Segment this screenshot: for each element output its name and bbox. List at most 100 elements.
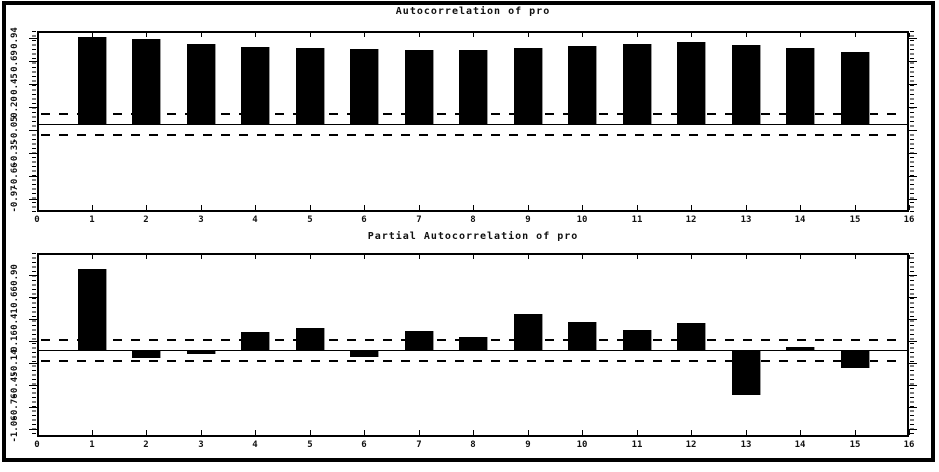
- acf-x-tick-bottom: [37, 205, 38, 210]
- acf-y-major-tick-left: [29, 176, 37, 177]
- pacf-x-tick-bottom: [255, 430, 256, 435]
- pacf-y-major-tick-right: [909, 275, 917, 276]
- acf-bar-lag-10: [568, 46, 596, 124]
- pacf-x-tick-label: 9: [525, 440, 531, 450]
- pacf-y-major-tick-left: [29, 429, 37, 430]
- acf-bar-lag-1: [78, 37, 106, 124]
- acf-y-tick-label: 0.20: [10, 96, 20, 118]
- acf-x-tick-bottom: [637, 205, 638, 210]
- pacf-y-major-tick-left: [29, 385, 37, 386]
- pacf-y-major-tick-left: [29, 297, 37, 298]
- pacf-plot-frame: [37, 253, 909, 437]
- pacf-y-major-tick-left: [29, 275, 37, 276]
- pacf-x-tick-label: 12: [685, 440, 697, 450]
- pacf-y-axis-minor-ticks-right: [910, 253, 914, 437]
- acf-x-tick-bottom: [855, 205, 856, 210]
- acf-x-tick-bottom: [746, 205, 747, 210]
- pacf-x-tick-label: 8: [470, 440, 476, 450]
- acf-x-tick-label: 13: [740, 215, 752, 225]
- acf-y-tick-label: -0.97: [10, 185, 20, 213]
- acf-y-major-tick-right: [909, 176, 917, 177]
- acf-x-tick-top: [92, 33, 93, 37]
- acf-y-major-tick-left: [29, 199, 37, 200]
- acf-x-tick-top: [528, 33, 529, 37]
- acf-x-tick-label: 12: [685, 215, 697, 225]
- pacf-x-tick-label: 0: [34, 440, 40, 450]
- pacf-y-axis-minor-ticks-left: [32, 253, 36, 437]
- pacf-y-tick-label: -1.06: [10, 415, 20, 443]
- acf-x-tick-bottom: [92, 205, 93, 210]
- pacf-x-tick-top: [146, 255, 147, 259]
- pacf-x-tick-top: [691, 255, 692, 259]
- pacf-x-tick-bottom: [582, 430, 583, 435]
- pacf-y-major-tick-right: [909, 429, 917, 430]
- pacf-bar-lag-3: [187, 351, 215, 354]
- pacf-x-tick-top: [582, 255, 583, 259]
- pacf-bar-lag-11: [623, 330, 651, 350]
- pacf-bar-lag-1: [78, 269, 106, 350]
- pacf-y-major-tick-left: [29, 407, 37, 408]
- pacf-x-tick-bottom: [528, 430, 529, 435]
- acf-x-tick-top: [582, 33, 583, 37]
- pacf-x-tick-bottom: [310, 430, 311, 435]
- acf-x-tick-top: [201, 33, 202, 37]
- acf-y-major-tick-right: [909, 130, 917, 131]
- pacf-x-tick-bottom: [146, 430, 147, 435]
- acf-x-tick-label: 7: [416, 215, 422, 225]
- pacf-x-tick-top: [800, 255, 801, 259]
- acf-y-major-tick-left: [29, 84, 37, 85]
- acf-x-tick-label: 0: [34, 215, 40, 225]
- acf-bar-lag-6: [350, 49, 378, 124]
- pacf-y-major-tick-right: [909, 319, 917, 320]
- pacf-x-tick-label: 13: [740, 440, 752, 450]
- pacf-x-tick-bottom: [37, 430, 38, 435]
- acf-y-major-tick-left: [29, 153, 37, 154]
- pacf-x-tick-top: [746, 255, 747, 259]
- acf-x-tick-label: 3: [198, 215, 204, 225]
- pacf-x-tick-label: 5: [307, 440, 313, 450]
- acf-x-tick-bottom: [201, 205, 202, 210]
- pacf-x-tick-top: [255, 255, 256, 259]
- pacf-bar-lag-4: [241, 332, 269, 350]
- acf-x-tick-label: 9: [525, 215, 531, 225]
- acf-x-tick-top: [909, 33, 910, 37]
- acf-y-major-tick-left: [29, 107, 37, 108]
- acf-y-major-tick-right: [909, 84, 917, 85]
- outer-border: [2, 1, 935, 462]
- acf-x-tick-bottom: [528, 205, 529, 210]
- acf-x-tick-label: 6: [361, 215, 367, 225]
- acf-x-tick-label: 2: [143, 215, 149, 225]
- acf-x-tick-label: 5: [307, 215, 313, 225]
- pacf-x-tick-label: 10: [576, 440, 588, 450]
- pacf-x-tick-top: [37, 255, 38, 259]
- pacf-x-tick-bottom: [746, 430, 747, 435]
- acf-x-tick-bottom: [419, 205, 420, 210]
- pacf-y-major-tick-left: [29, 363, 37, 364]
- acf-y-tick-label: 0.45: [10, 73, 20, 95]
- pacf-x-tick-label: 16: [903, 440, 915, 450]
- pacf-y-major-tick-right: [909, 297, 917, 298]
- acf-zero-line: [39, 124, 907, 125]
- pacf-bar-lag-15: [841, 351, 869, 368]
- acf-x-tick-top: [364, 33, 365, 37]
- acf-x-tick-bottom: [582, 205, 583, 210]
- acf-bar-lag-11: [623, 44, 651, 124]
- acf-x-tick-label: 4: [252, 215, 258, 225]
- acf-x-tick-label: 14: [794, 215, 806, 225]
- acf-chart-title: Autocorrelation of pro: [395, 6, 551, 17]
- pacf-zero-line: [39, 350, 907, 351]
- pacf-bar-lag-7: [405, 331, 433, 350]
- acf-x-tick-top: [691, 33, 692, 37]
- pacf-bar-lag-2: [132, 351, 160, 358]
- acf-x-tick-bottom: [473, 205, 474, 210]
- acf-x-tick-bottom: [255, 205, 256, 210]
- acf-x-tick-bottom: [909, 205, 910, 210]
- pacf-x-tick-top: [637, 255, 638, 259]
- pacf-x-tick-label: 7: [416, 440, 422, 450]
- acf-x-tick-top: [37, 33, 38, 37]
- pacf-y-major-tick-right: [909, 363, 917, 364]
- pacf-y-tick-label: 0.41: [10, 308, 20, 330]
- pacf-y-major-tick-right: [909, 407, 917, 408]
- pacf-y-major-tick-left: [29, 319, 37, 320]
